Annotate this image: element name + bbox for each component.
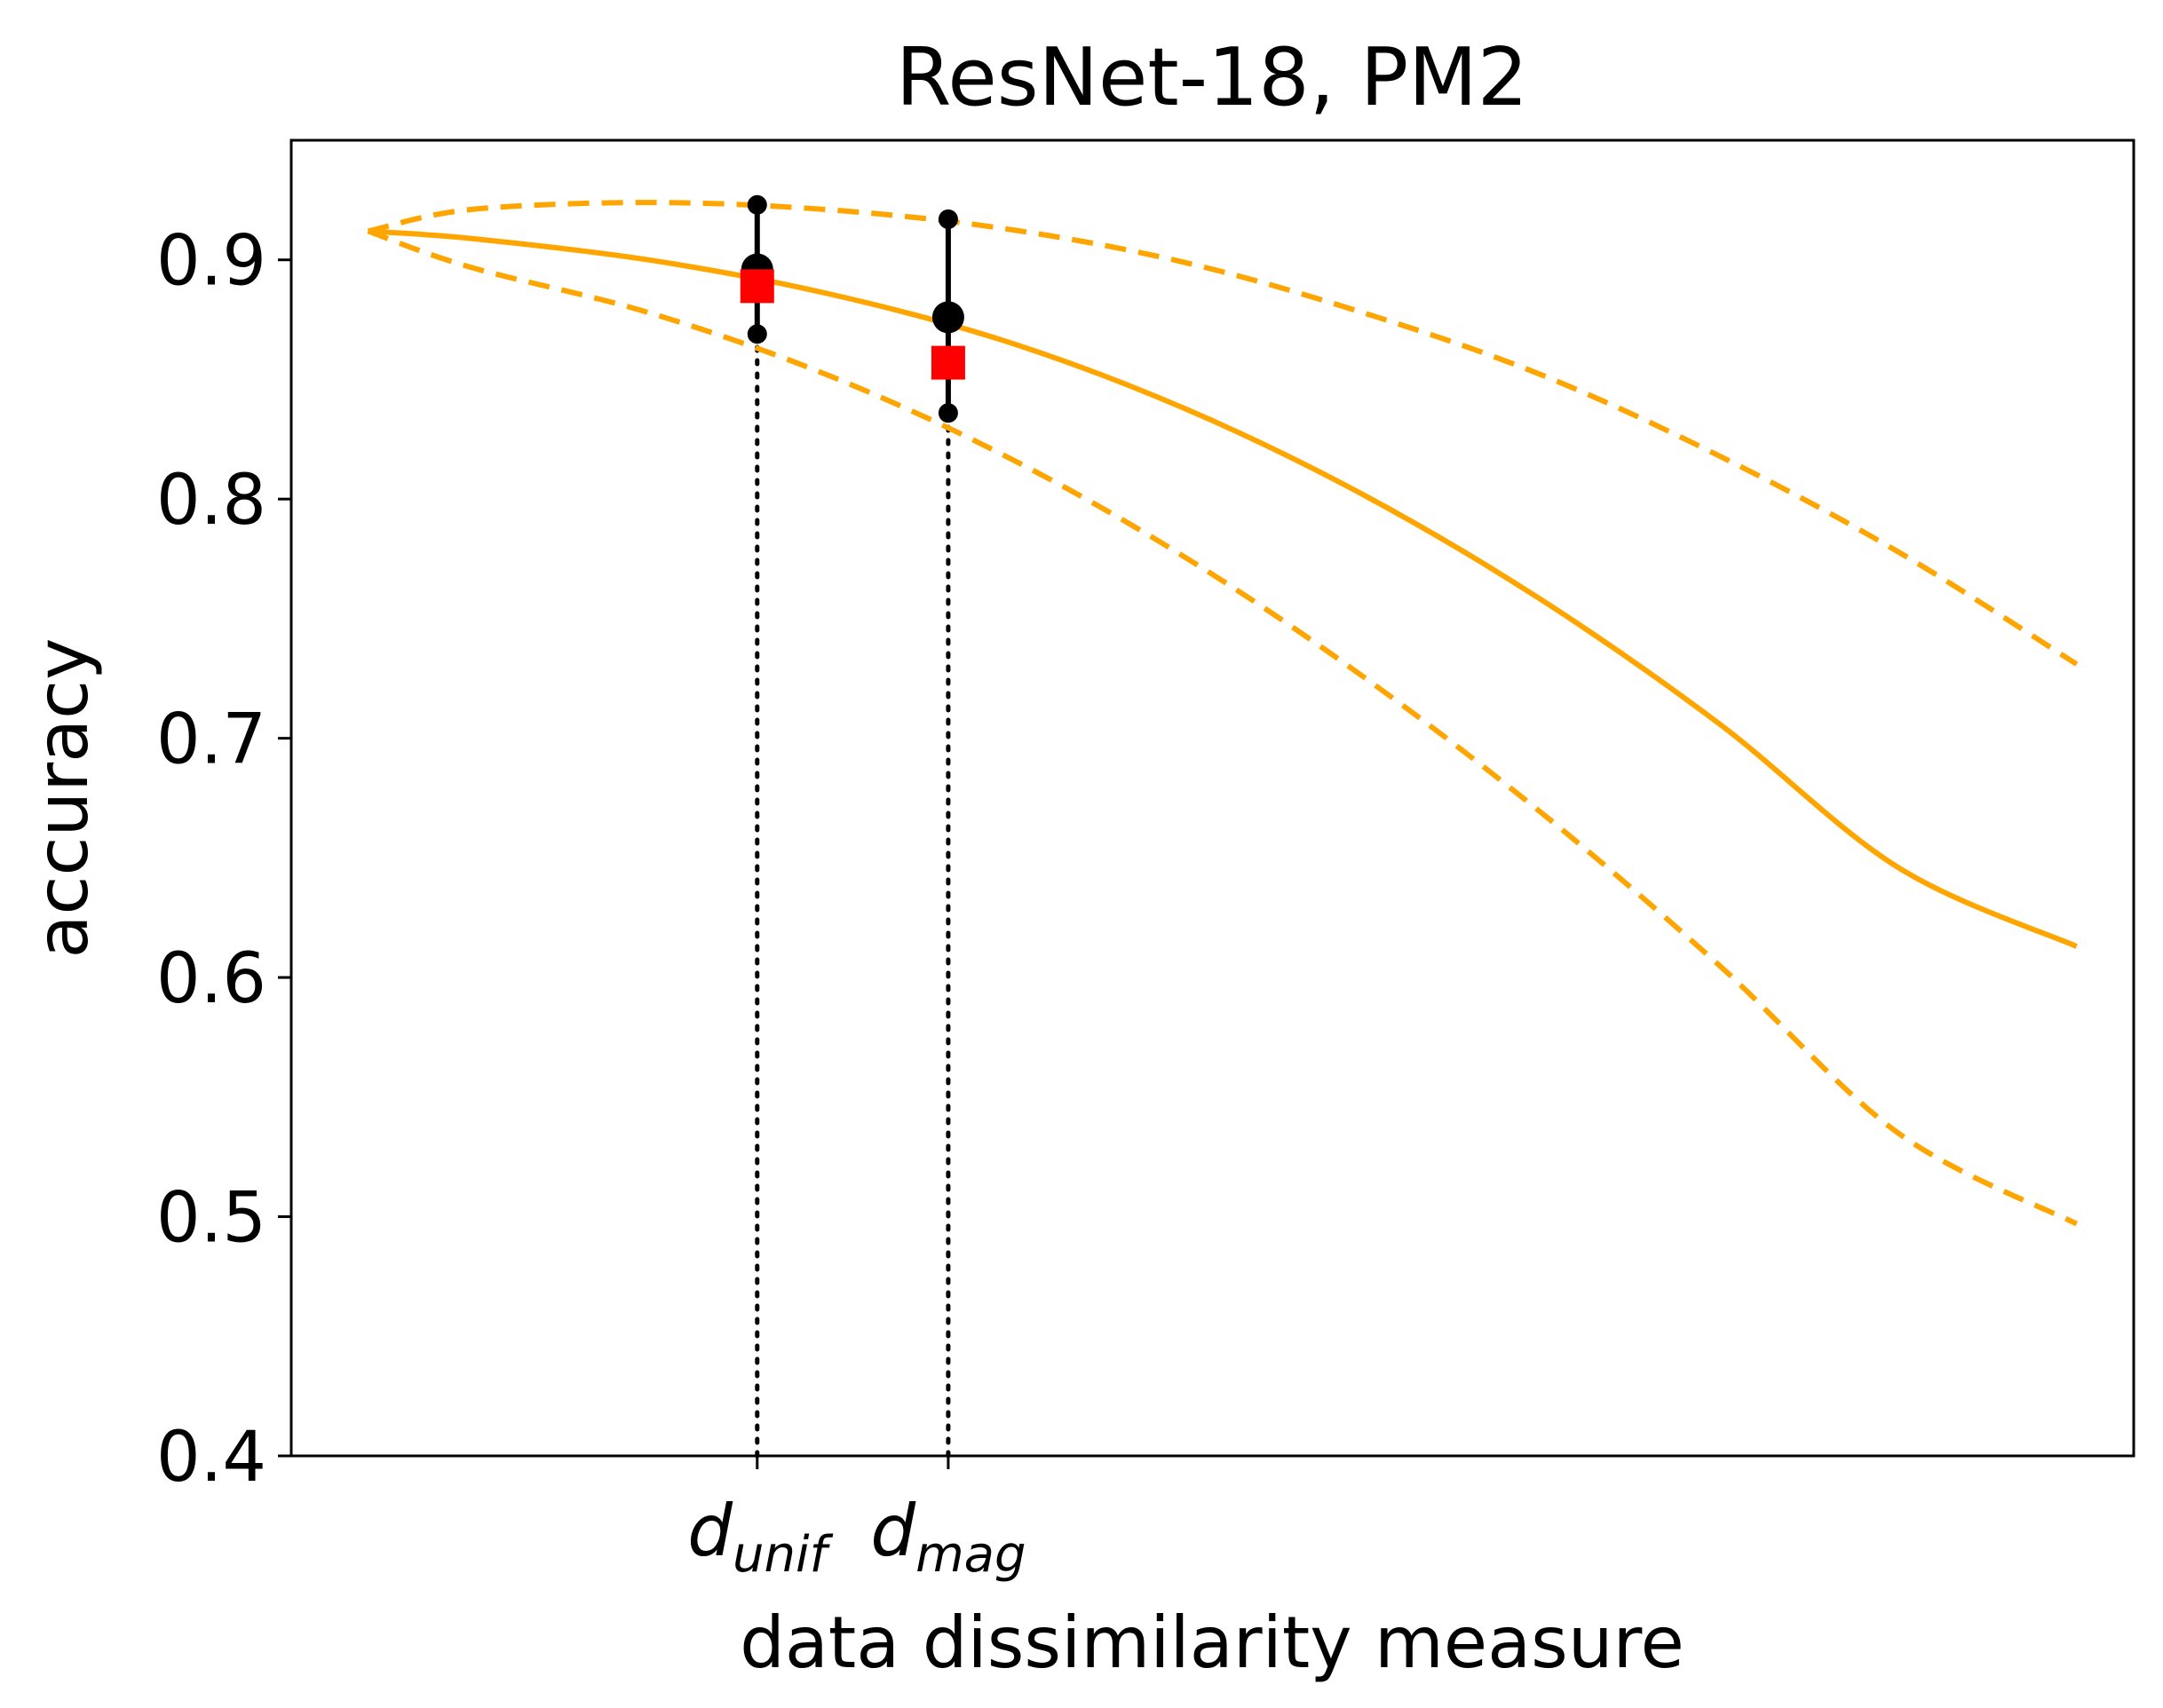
series-lower-bound-line	[367, 228, 2079, 1227]
measured-point-d_mag	[931, 301, 964, 334]
x-axis-label: data dissimilarity measure	[740, 1601, 1684, 1684]
y-tick-label: 0.9	[156, 222, 266, 302]
x-axis: dunif dmag	[687, 1456, 1026, 1584]
y-tick-label: 0.4	[156, 1418, 266, 1498]
y-axis-label: accuracy	[21, 638, 104, 959]
y-axis: 0.4 0.5 0.6 0.7 0.8 0.9	[156, 222, 291, 1498]
plot-area	[367, 194, 2079, 1459]
error-cap-high-d_mag	[938, 209, 958, 229]
series-upper-bound-line	[367, 200, 2079, 667]
series-fit-line	[368, 228, 2078, 949]
chart-title: ResNet-18, PM2	[896, 31, 1528, 124]
y-tick-label: 0.8	[156, 461, 266, 541]
predicted-point-d_unif	[740, 269, 774, 304]
x-tick-label-unif: dunif	[687, 1490, 833, 1584]
y-tick-label: 0.6	[156, 939, 266, 1019]
y-tick-label: 0.7	[156, 700, 266, 780]
error-cap-low-d_mag	[938, 403, 958, 423]
x-tick-label-mag: dmag	[870, 1490, 1026, 1584]
axes-frame	[289, 138, 2135, 1458]
predicted-point-d_mag	[931, 345, 965, 380]
error-cap-high-d_unif	[747, 194, 767, 215]
error-cap-low-d_unif	[747, 324, 767, 344]
y-tick-label: 0.5	[156, 1179, 266, 1259]
